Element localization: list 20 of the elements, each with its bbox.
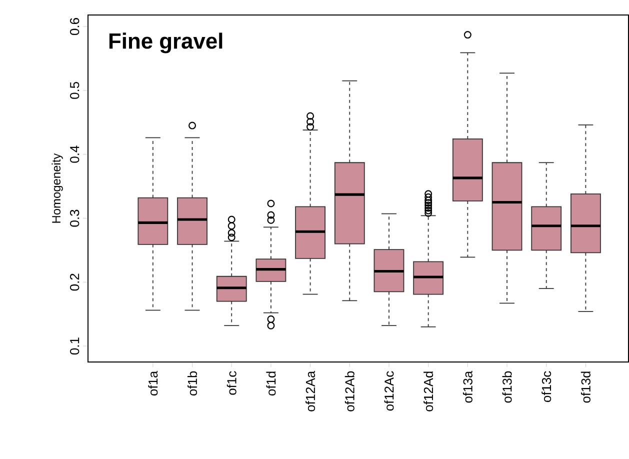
x-tick-label: of12Ad [424, 372, 434, 412]
x-tick-label: of1d [266, 372, 276, 396]
y-tick-label: 0.3 [70, 210, 80, 227]
y-tick-label: 0.2 [70, 274, 80, 291]
x-tick-label: of1c [226, 371, 236, 395]
x-tick-label: of13d [580, 372, 590, 403]
y-axis-title: Homogeneity [52, 153, 63, 223]
x-tick-label: of12Ab [344, 371, 354, 412]
x-tick-label: of1b [188, 371, 198, 396]
x-tick-label: of13a [462, 370, 472, 403]
x-tick-label: of13b [502, 371, 512, 403]
text: Fine gravel [109, 32, 222, 54]
x-tick-label: of12Aa [306, 370, 316, 412]
y-tick-label: 0.6 [70, 18, 80, 36]
x-tick-label: of1a [148, 370, 158, 396]
y-tick-label: 0.5 [70, 82, 80, 99]
y-tick-label: 0.1 [70, 338, 80, 355]
x-tick-label: of13c [542, 371, 552, 402]
y-tick-label: 0.4 [70, 146, 80, 163]
x-tick-label: of12Ac [384, 371, 394, 411]
